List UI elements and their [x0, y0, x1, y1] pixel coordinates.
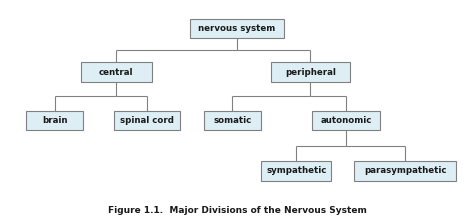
FancyBboxPatch shape: [190, 19, 284, 38]
FancyBboxPatch shape: [311, 111, 380, 130]
FancyBboxPatch shape: [26, 111, 83, 130]
Text: somatic: somatic: [213, 116, 251, 125]
FancyBboxPatch shape: [81, 62, 152, 82]
FancyBboxPatch shape: [354, 161, 456, 181]
Text: spinal cord: spinal cord: [120, 116, 174, 125]
FancyBboxPatch shape: [261, 161, 331, 181]
FancyBboxPatch shape: [204, 111, 261, 130]
Text: Figure 1.1.  Major Divisions of the Nervous System: Figure 1.1. Major Divisions of the Nervo…: [108, 206, 366, 215]
FancyBboxPatch shape: [271, 62, 350, 82]
FancyBboxPatch shape: [114, 111, 180, 130]
Text: autonomic: autonomic: [320, 116, 372, 125]
Text: parasympathetic: parasympathetic: [364, 166, 447, 175]
Text: central: central: [99, 68, 133, 77]
Text: nervous system: nervous system: [199, 24, 275, 33]
Text: brain: brain: [42, 116, 67, 125]
Text: peripheral: peripheral: [285, 68, 336, 77]
Text: sympathetic: sympathetic: [266, 166, 327, 175]
